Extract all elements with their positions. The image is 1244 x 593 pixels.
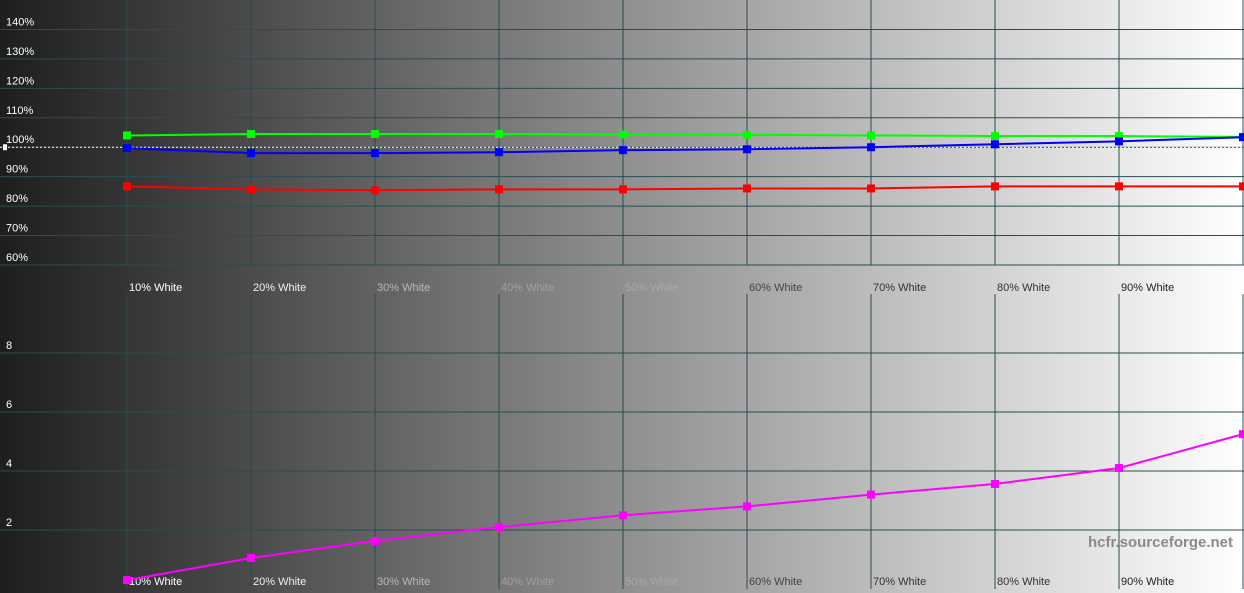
data-point	[247, 129, 255, 138]
x-tick-label: 30% White	[377, 576, 430, 588]
data-point	[495, 185, 503, 194]
data-point	[123, 576, 131, 585]
data-point	[247, 185, 255, 194]
y-tick-label: 130%	[6, 46, 34, 58]
y-tick-label: 2	[6, 517, 12, 529]
data-point	[1239, 430, 1244, 439]
data-point	[743, 502, 751, 511]
series-line	[126, 136, 1244, 155]
y-tick-label: 110%	[6, 105, 34, 117]
x-tick-label: 60% White	[749, 576, 802, 588]
y-tick-label: 140%	[6, 16, 34, 28]
x-tick-label: 70% White	[873, 576, 926, 588]
data-point	[619, 511, 627, 520]
x-tick-label: 90% White	[1121, 576, 1174, 588]
data-point	[867, 490, 875, 499]
data-point	[867, 143, 875, 152]
watermark: hcfr.sourceforge.net	[1088, 534, 1233, 551]
y-tick-label: 120%	[6, 75, 34, 87]
data-point	[371, 149, 379, 158]
x-tick-label: 60% White	[749, 282, 802, 294]
data-point	[495, 148, 503, 157]
data-point	[743, 145, 751, 154]
data-point	[991, 182, 999, 191]
x-tick-label: 20% White	[253, 282, 306, 294]
data-point	[371, 536, 379, 545]
data-point	[371, 186, 379, 195]
data-point	[123, 131, 131, 140]
x-tick-label: 50% White	[625, 282, 678, 294]
data-point	[743, 184, 751, 193]
x-tick-label: 90% White	[1121, 282, 1174, 294]
data-point	[867, 184, 875, 193]
data-point	[619, 146, 627, 155]
x-tick-label: 20% White	[253, 576, 306, 588]
x-tick-label: 50% White	[625, 576, 678, 588]
y-tick-label: 80%	[6, 193, 28, 205]
data-point	[495, 129, 503, 138]
data-point	[123, 144, 131, 153]
data-point	[1115, 137, 1123, 146]
y-tick-label: 70%	[6, 223, 28, 235]
data-point	[619, 185, 627, 194]
y-tick-label: 6	[6, 399, 12, 411]
data-point	[371, 129, 379, 138]
data-point	[247, 554, 255, 563]
x-tick-label: 30% White	[377, 282, 430, 294]
series-line	[126, 185, 1243, 192]
data-point	[123, 182, 131, 191]
x-tick-label: 40% White	[501, 576, 554, 588]
data-point	[1239, 133, 1244, 142]
data-point	[1115, 464, 1123, 473]
data-point	[1115, 182, 1123, 191]
data-point	[991, 132, 999, 141]
data-point	[495, 523, 503, 532]
data-point	[247, 149, 255, 158]
data-point	[991, 479, 999, 488]
data-point	[991, 140, 999, 149]
y-tick-label: 100%	[6, 134, 34, 146]
reference-marker	[3, 144, 7, 151]
data-point	[1239, 182, 1244, 191]
series-line	[126, 433, 1244, 582]
y-tick-label: 90%	[6, 164, 28, 176]
y-tick-label: 60%	[6, 252, 28, 264]
y-tick-label: 8	[6, 340, 12, 352]
data-point	[1115, 132, 1123, 141]
x-tick-label: 10% White	[129, 282, 182, 294]
data-point	[619, 130, 627, 139]
x-tick-label: 70% White	[873, 282, 926, 294]
x-tick-label: 80% White	[997, 282, 1050, 294]
x-tick-label: 10% White	[129, 576, 182, 588]
data-point	[867, 131, 875, 140]
x-tick-label: 80% White	[997, 576, 1050, 588]
data-point	[743, 130, 751, 139]
series-line	[126, 132, 1244, 138]
y-tick-label: 4	[6, 458, 12, 470]
x-tick-label: 40% White	[501, 282, 554, 294]
